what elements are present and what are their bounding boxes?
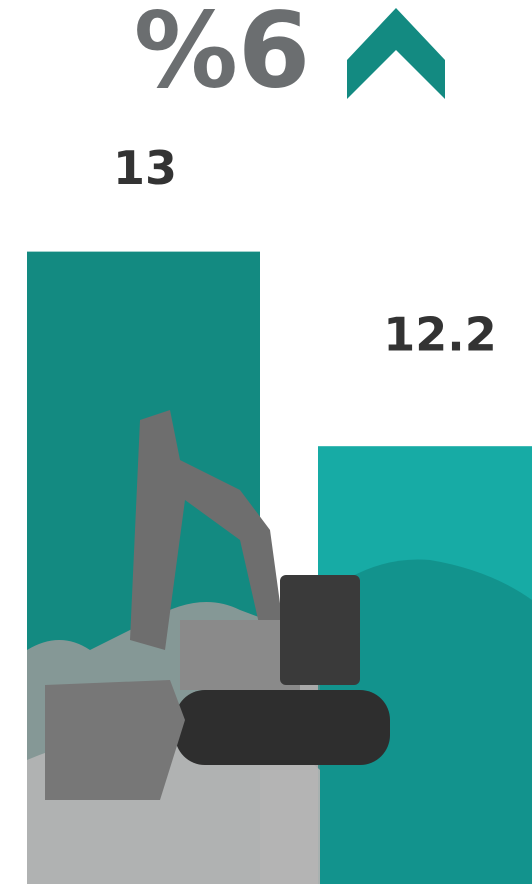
- value-label: 12.2: [383, 308, 497, 362]
- chart: %6 13 12.2: [0, 0, 532, 884]
- excavator-track: [175, 690, 390, 765]
- page: %6 1312.2 (() => { const data = JSON.par…: [0, 0, 532, 884]
- excavator-bucket: [45, 680, 185, 800]
- value-label: 13: [113, 141, 177, 195]
- chart-title: %6: [134, 0, 311, 111]
- up-arrow: [347, 8, 445, 99]
- excavator-cab: [280, 575, 360, 685]
